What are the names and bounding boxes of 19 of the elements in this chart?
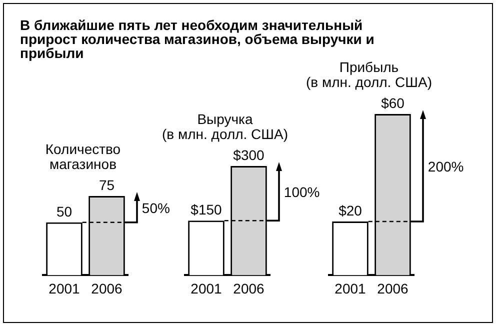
chart-subtitle: Выручка (в млн. долл. США) xyxy=(161,111,289,142)
x-tick-label: 2006 xyxy=(377,280,409,296)
data-label: 75 xyxy=(98,176,115,193)
data-label: $150 xyxy=(190,201,222,218)
x-tick-label: 2006 xyxy=(91,280,123,296)
text: 100% xyxy=(284,184,320,200)
data-label: $60 xyxy=(381,94,405,111)
text: 200% xyxy=(428,158,464,175)
x-tick-label: 2006 xyxy=(233,280,265,296)
chart-subtitle: Количество магазинов xyxy=(44,141,122,172)
x-tick-label: 2001 xyxy=(48,280,80,296)
text: В ближайшие пять лет необходим значительный прирост количества магазинов, объема выручки и прибыли xyxy=(20,17,376,61)
data-label: $20 xyxy=(338,202,362,218)
chart-subtitle: Прибыль (в млн. долл. США) xyxy=(305,59,433,90)
text: 50% xyxy=(142,200,170,216)
x-tick-label: 2001 xyxy=(190,280,222,296)
data-label: 50 xyxy=(56,203,72,220)
data-label: $300 xyxy=(233,146,265,163)
x-tick-label: 2001 xyxy=(334,280,366,296)
